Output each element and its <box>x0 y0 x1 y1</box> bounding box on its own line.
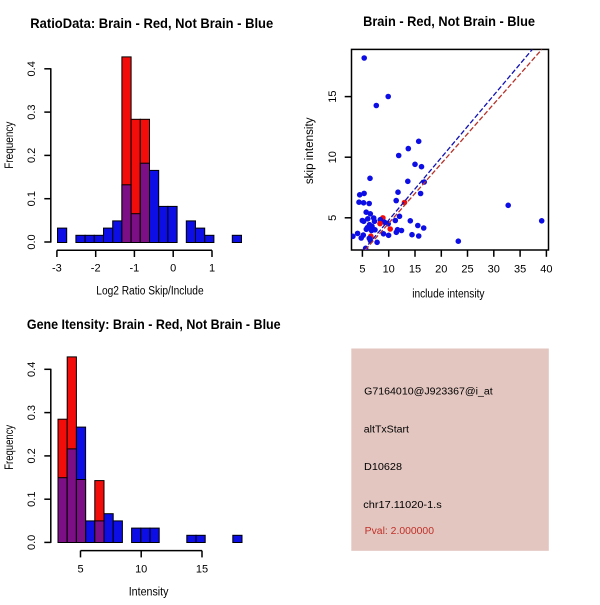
svg-text:altTxStart: altTxStart <box>364 425 409 436</box>
svg-text:0.0: 0.0 <box>26 234 38 249</box>
svg-text:0.3: 0.3 <box>26 405 38 420</box>
svg-text:D10628: D10628 <box>364 462 402 473</box>
svg-text:25: 25 <box>461 264 473 276</box>
svg-text:0: 0 <box>170 263 176 275</box>
svg-text:15: 15 <box>196 563 208 575</box>
svg-text:10: 10 <box>135 563 147 575</box>
svg-text:include intensity: include intensity <box>412 289 485 301</box>
svg-text:0.1: 0.1 <box>26 191 38 206</box>
svg-text:-2: -2 <box>91 263 101 275</box>
svg-text:0.1: 0.1 <box>26 492 38 507</box>
svg-text:0.4: 0.4 <box>26 362 38 377</box>
svg-text:1: 1 <box>209 263 215 275</box>
svg-text:0.3: 0.3 <box>26 104 38 119</box>
svg-text:Frequency: Frequency <box>4 425 16 470</box>
svg-text:35: 35 <box>514 264 526 276</box>
svg-text:G7164010@J923367@i_at: G7164010@J923367@i_at <box>364 387 493 398</box>
svg-text:skip intensity: skip intensity <box>304 117 316 184</box>
svg-text:5: 5 <box>327 215 339 221</box>
svg-text:Brain - Red, Not Brain - Blue: Brain - Red, Not Brain - Blue <box>363 13 535 29</box>
svg-text:0.2: 0.2 <box>26 448 38 463</box>
svg-text:-3: -3 <box>52 263 62 275</box>
svg-text:Log2 Ratio Skip/Include: Log2 Ratio Skip/Include <box>96 286 203 298</box>
svg-text:0.4: 0.4 <box>26 61 38 76</box>
svg-text:-1: -1 <box>130 263 140 275</box>
svg-text:10: 10 <box>383 264 395 276</box>
svg-text:Pval: 2.000000: Pval: 2.000000 <box>365 526 435 537</box>
svg-text:chr17.11020-1.s: chr17.11020-1.s <box>363 500 441 511</box>
svg-text:40: 40 <box>540 264 552 276</box>
svg-text:0.2: 0.2 <box>26 148 38 163</box>
svg-text:Gene Itensity: Brain - Red, No: Gene Itensity: Brain - Red, Not Brain - … <box>27 316 281 332</box>
svg-text:5: 5 <box>77 563 83 575</box>
svg-text:30: 30 <box>488 264 500 276</box>
svg-text:0.0: 0.0 <box>26 535 38 550</box>
svg-text:10: 10 <box>327 151 339 163</box>
svg-text:Intensity: Intensity <box>129 586 169 598</box>
svg-text:15: 15 <box>409 264 421 276</box>
svg-text:Frequency: Frequency <box>4 121 16 168</box>
svg-text:15: 15 <box>327 90 339 102</box>
svg-text:RatioData: Brain - Red, Not Br: RatioData: Brain - Red, Not Brain - Blue <box>30 15 273 31</box>
svg-text:5: 5 <box>359 264 365 276</box>
svg-text:20: 20 <box>435 264 447 276</box>
